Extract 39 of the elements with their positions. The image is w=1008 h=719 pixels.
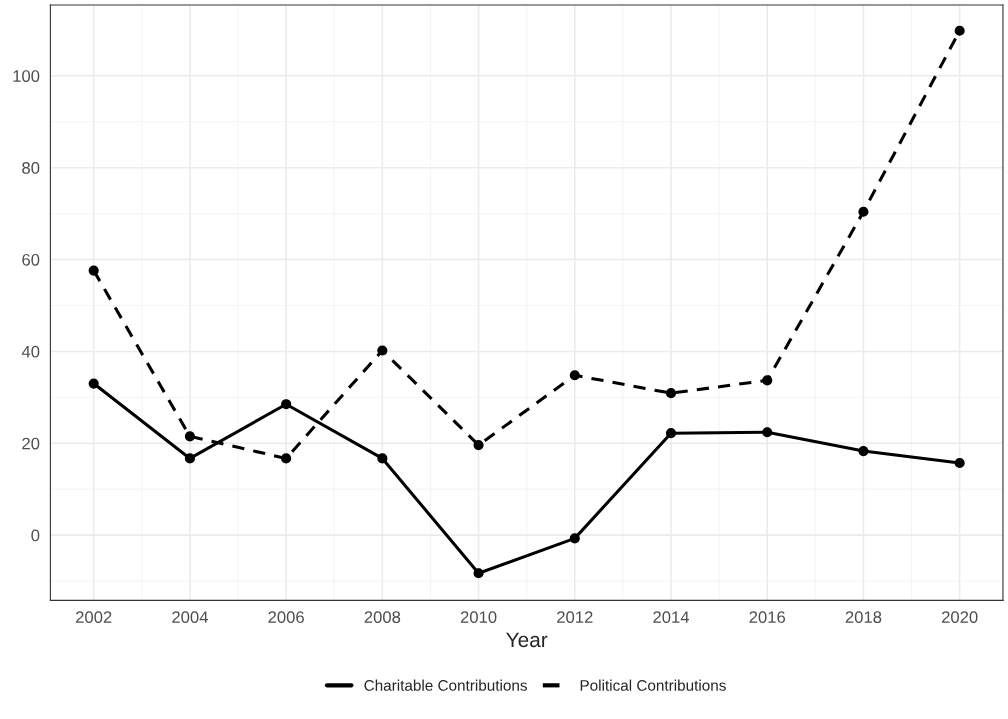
point (184, 431, 196, 442)
x-tick-label: 2006 (268, 611, 304, 624)
y-tick-label: 20 (22, 437, 40, 450)
point (88, 265, 99, 276)
legend-label: Political Contributions (580, 679, 726, 691)
point (377, 345, 388, 356)
point (281, 453, 292, 464)
point (281, 399, 292, 410)
point (473, 568, 484, 579)
x-tick-label: 2014 (653, 611, 690, 624)
point (184, 453, 196, 464)
y-tick-label: 0 (31, 529, 40, 542)
point (569, 370, 580, 381)
y-tick-label: 40 (21, 345, 40, 358)
point (858, 445, 869, 457)
x-tick-label: 2012 (557, 611, 593, 624)
y-tick-label: 100 (13, 70, 40, 82)
y-tick-label: 60 (22, 253, 40, 266)
point (762, 427, 773, 438)
x-axis-title: Year (506, 632, 548, 648)
x-tick-label: 2004 (172, 611, 208, 624)
point (377, 453, 388, 464)
point (665, 388, 677, 399)
point (954, 25, 965, 36)
x-tick-label: 2010 (460, 611, 497, 624)
point (858, 206, 869, 217)
point (569, 533, 580, 544)
point (954, 457, 965, 469)
y-tick-label: 80 (22, 162, 40, 174)
point (665, 428, 677, 439)
legend-label: Charitable Contributions (364, 679, 527, 691)
x-tick-label: 2016 (749, 611, 786, 624)
x-tick-label: 2002 (76, 611, 112, 624)
x-tick-label: 2020 (941, 611, 978, 624)
x-tick-label: 2018 (845, 611, 882, 624)
x-tick-label: 2008 (364, 611, 401, 624)
point (473, 440, 484, 451)
point (762, 375, 773, 386)
point (88, 378, 99, 389)
